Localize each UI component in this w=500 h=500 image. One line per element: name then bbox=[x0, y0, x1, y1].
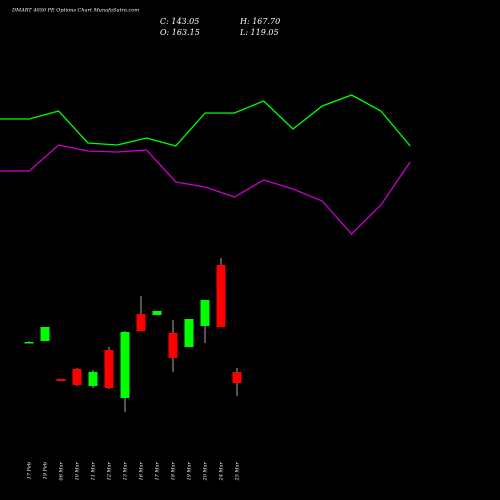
x-tick-label: 10 Mar bbox=[75, 461, 81, 480]
x-tick-label: 19 Feb bbox=[43, 462, 49, 479]
candle-body bbox=[56, 379, 66, 381]
x-tick-label: 25 Mar bbox=[235, 461, 241, 481]
x-tick-label: 17 Mar bbox=[155, 461, 161, 480]
x-tick-label: 17 Feb bbox=[27, 462, 33, 479]
candle-body bbox=[232, 372, 242, 383]
x-tick-label: 06 Mar bbox=[59, 461, 65, 480]
high-text: H: 167.70 bbox=[239, 17, 280, 26]
candle-body bbox=[136, 314, 146, 331]
chart-title: DMART 4050 PE Options Chart MunafaSutra.… bbox=[11, 8, 139, 14]
candle-body bbox=[88, 372, 98, 386]
candle-body bbox=[104, 350, 114, 388]
x-tick-label: 13 Mar bbox=[123, 461, 129, 480]
x-tick-label: 12 Mar bbox=[107, 461, 113, 480]
open-text: O: 163.15 bbox=[160, 28, 200, 37]
close-text: C: 143.05 bbox=[160, 17, 199, 26]
candle-body bbox=[72, 369, 82, 385]
x-tick-label: 20 Mar bbox=[203, 461, 209, 481]
x-tick-label: 16 Mar bbox=[139, 461, 145, 480]
candle-body bbox=[120, 332, 130, 398]
candle-body bbox=[40, 327, 50, 341]
x-tick-label: 19 Mar bbox=[187, 461, 193, 480]
candle-body bbox=[24, 342, 34, 344]
candle-body bbox=[184, 319, 194, 347]
low-text: L: 119.05 bbox=[239, 28, 279, 37]
line-series bbox=[0, 94, 411, 147]
x-tick-label: 24 Mar bbox=[219, 461, 225, 481]
line-series bbox=[0, 144, 411, 235]
candle-body bbox=[216, 265, 226, 327]
candle-body bbox=[152, 311, 162, 315]
candle-body bbox=[200, 300, 210, 326]
x-tick-label: 18 Mar bbox=[171, 461, 177, 480]
candle-body bbox=[168, 333, 178, 358]
x-tick-label: 11 Mar bbox=[91, 461, 97, 480]
